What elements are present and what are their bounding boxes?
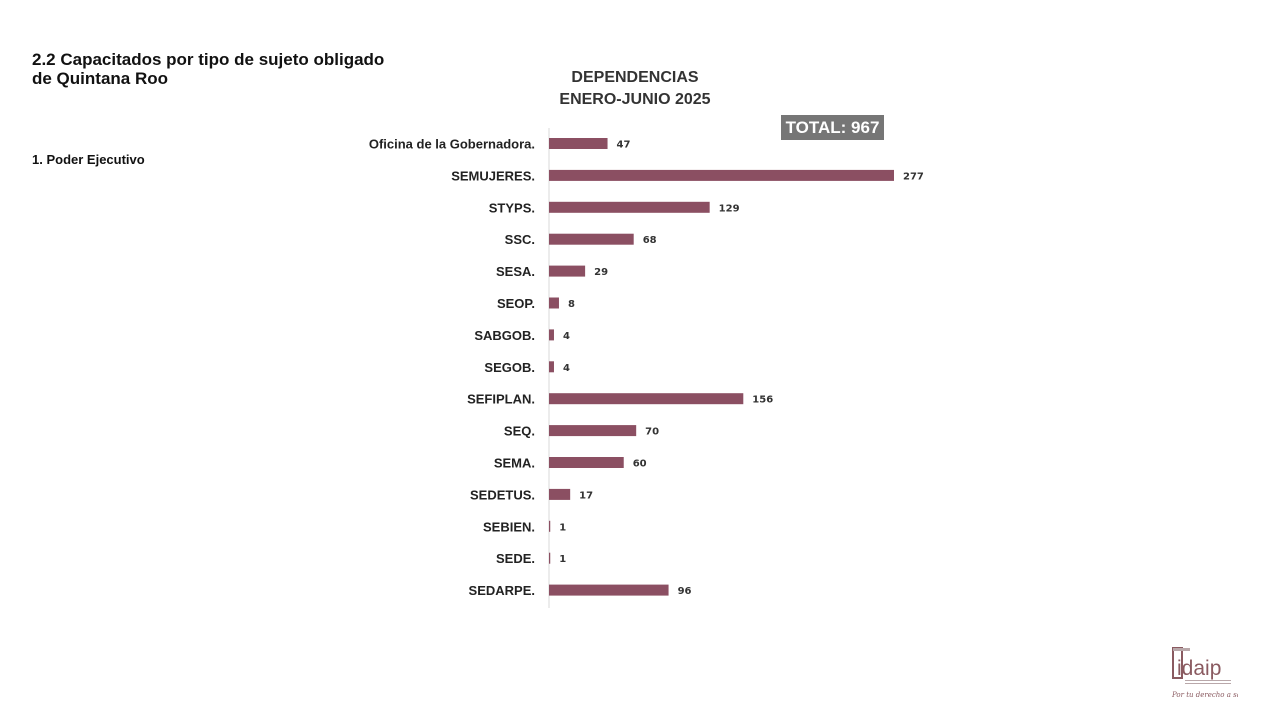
bar bbox=[549, 520, 551, 532]
category-label: SEBIEN. bbox=[483, 519, 535, 534]
category-label: SEQ. bbox=[504, 424, 535, 439]
chart-title-block: DEPENDENCIAS ENERO-JUNIO 2025 bbox=[520, 67, 750, 111]
bar bbox=[549, 265, 586, 277]
data-label: 47 bbox=[617, 140, 631, 151]
total-badge: TOTAL: 967 bbox=[781, 115, 884, 140]
category-label: SEOP. bbox=[497, 296, 535, 311]
data-label: 96 bbox=[678, 586, 692, 597]
category-label: SESA. bbox=[496, 264, 535, 279]
bar bbox=[549, 329, 554, 341]
data-label: 68 bbox=[643, 235, 657, 246]
logo-wordmark: idaip bbox=[1177, 657, 1221, 680]
bar bbox=[549, 361, 554, 373]
chart-subtitle: ENERO-JUNIO 2025 bbox=[559, 91, 711, 108]
category-label: SSC. bbox=[505, 232, 535, 247]
data-label: 29 bbox=[594, 267, 608, 278]
category-label: SABGOB. bbox=[474, 328, 535, 343]
idaip-logo: idaip Por tu derecho a saber bbox=[1171, 647, 1238, 699]
category-label: SEMA. bbox=[494, 456, 535, 471]
category-label: SEDETUS. bbox=[470, 487, 535, 502]
chart-title: DEPENDENCIAS bbox=[571, 69, 699, 86]
category-label: SEDARPE. bbox=[469, 583, 535, 598]
category-label: SEDE. bbox=[496, 551, 535, 566]
page-title: 2.2 Capacitados por tipo de sujeto oblig… bbox=[32, 50, 385, 88]
data-label: 4 bbox=[563, 363, 570, 374]
data-label: 60 bbox=[633, 459, 647, 470]
data-label: 17 bbox=[579, 490, 593, 501]
section-label: 1. Poder Ejecutivo bbox=[32, 152, 145, 167]
bar bbox=[549, 584, 669, 596]
bar bbox=[549, 552, 551, 564]
category-label: SEMUJERES. bbox=[451, 168, 535, 183]
category-label: SEGOB. bbox=[484, 360, 535, 375]
category-label: SEFIPLAN. bbox=[467, 392, 535, 407]
bar bbox=[549, 201, 710, 213]
bar bbox=[549, 457, 624, 468]
bar bbox=[549, 233, 634, 245]
logo-tagline: Por tu derecho a saber bbox=[1171, 691, 1238, 699]
data-label: 1 bbox=[559, 554, 566, 565]
bar bbox=[549, 488, 571, 500]
category-label: Oficina de la Gobernadora. bbox=[369, 137, 535, 152]
data-label: 129 bbox=[719, 203, 740, 214]
data-label: 70 bbox=[645, 427, 659, 438]
data-label: 4 bbox=[563, 331, 570, 342]
data-label: 8 bbox=[568, 299, 575, 310]
bar bbox=[549, 138, 608, 149]
bar bbox=[549, 169, 894, 181]
bar bbox=[549, 393, 744, 405]
data-label: 156 bbox=[752, 395, 773, 406]
data-label: 277 bbox=[903, 171, 924, 182]
bar bbox=[549, 425, 637, 437]
data-label: 1 bbox=[559, 522, 566, 533]
category-label: STYPS. bbox=[489, 200, 535, 215]
bar bbox=[549, 297, 559, 309]
